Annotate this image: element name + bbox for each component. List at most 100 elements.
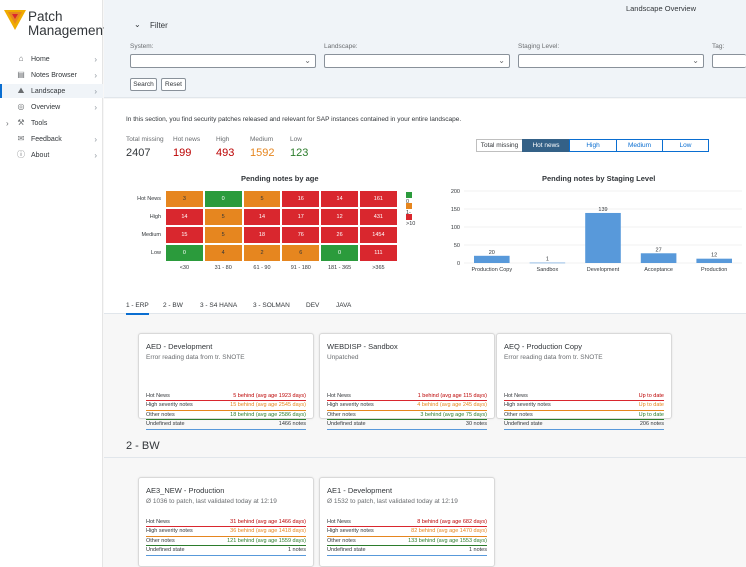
nav-item-landscape[interactable]: ⛰ Landscape › (0, 84, 103, 98)
tab-dev[interactable]: DEV (306, 302, 320, 309)
nav-item-feedback[interactable]: ✉ Feedback › (0, 132, 103, 146)
system-card[interactable]: AE3_NEW - Production Ø 1036 to patch, las… (138, 477, 314, 567)
bar-value-label: 1 (546, 257, 549, 263)
heatmap-column-label: 181 - 365 (327, 265, 352, 271)
bar[interactable] (696, 258, 732, 263)
legend-swatch (406, 192, 412, 198)
landscape-label: Landscape: (324, 43, 358, 50)
heatmap-cell[interactable]: 5 (242, 190, 282, 208)
nav-item-label: Landscape (31, 87, 66, 95)
kpi-total-missing[interactable]: Total missing 2407 (126, 136, 164, 159)
segment-low[interactable]: Low (662, 139, 709, 152)
app-name-line1: Patch (28, 9, 63, 24)
tab-2-bw[interactable]: 2 - BW (163, 302, 183, 309)
segment-high[interactable]: High (569, 139, 617, 152)
tab-3-solman[interactable]: 3 - SOLMAN (253, 302, 290, 309)
system-select[interactable]: ⌄ (130, 54, 316, 68)
heatmap-cell[interactable]: 26 (320, 226, 359, 244)
bar[interactable] (529, 262, 566, 264)
card-status-row: Hot News 5 behind (avg age 1923 days) (146, 392, 306, 402)
bar[interactable] (474, 255, 510, 263)
nav-item-home[interactable]: ⌂ Home › (0, 52, 103, 66)
heatmap-cell[interactable]: 6 (281, 244, 321, 262)
kpi-hot-news[interactable]: Hot news 199 (173, 136, 200, 159)
card-status-row: Other notes Up to date (504, 411, 664, 421)
nav-item-overview[interactable]: ◎ Overview › (0, 100, 103, 114)
bar[interactable] (585, 212, 621, 263)
heatmap-cell[interactable]: 0 (320, 244, 359, 262)
heatmap-cell[interactable]: 5 (203, 226, 243, 244)
segment-medium[interactable]: Medium (616, 139, 663, 152)
system-card[interactable]: WEBDISP - Sandbox Unpatched Hot News 1 behi… (319, 333, 495, 430)
heatmap-cell[interactable]: 111 (359, 244, 398, 262)
tag-select[interactable] (712, 54, 746, 68)
heatmap-column-label: >365 (372, 265, 385, 271)
nav-item-notes-browser[interactable]: ▤ Notes Browser › (0, 68, 103, 82)
nav-item-label: Tools (31, 119, 48, 127)
heatmap-cell[interactable]: 4 (203, 244, 243, 262)
heatmap-cell[interactable]: 15 (165, 226, 204, 244)
heatmap-cell[interactable]: 161 (359, 190, 398, 208)
heatmap-cell[interactable]: 17 (281, 208, 321, 226)
heatmap-cell[interactable]: 1454 (359, 226, 398, 244)
kpi-low[interactable]: Low 123 (290, 136, 308, 159)
status-label: Hot News (327, 519, 351, 525)
sidebar: Patch Management ⌂ Home › ▤ Notes Browser › ⛰ L… (0, 0, 107, 567)
heatmap-cell[interactable]: 16 (281, 190, 321, 208)
card-status-rows: Hot News Up to date High severity notes Up … (504, 392, 664, 430)
system-card[interactable]: AEQ - Production Copy Error reading data … (496, 333, 672, 430)
notes-icon: ▤ (17, 70, 25, 79)
page-title: Landscape Overview (625, 4, 696, 13)
card-title: AED - Development (146, 342, 213, 351)
heatmap-cell[interactable]: 18 (242, 226, 282, 244)
summary-section: In this section, you find security patch… (104, 99, 746, 314)
system-card[interactable]: AE1 - Development Ø 1532 to patch, last v… (319, 477, 495, 567)
heatmap-cell[interactable]: 0 (203, 190, 243, 208)
nav-item-tools[interactable]: › ⚒ Tools (0, 116, 103, 130)
search-button[interactable]: Search (130, 78, 157, 91)
chevron-down-icon: ⌄ (498, 56, 505, 65)
legend-swatch (406, 214, 412, 220)
system-card[interactable]: AED - Development Error reading data from… (138, 333, 314, 430)
heatmap-cell[interactable]: 14 (165, 208, 204, 226)
heatmap-cell[interactable]: 5 (203, 208, 243, 226)
status-label: Hot News (504, 393, 528, 399)
heatmap-cell[interactable]: 0 (165, 244, 204, 262)
card-title: AE3_NEW - Production (146, 486, 225, 495)
reset-button[interactable]: Reset (161, 78, 186, 91)
status-value: 18 behind (avg age 2586 days) (230, 411, 306, 418)
kpi-medium[interactable]: Medium 1592 (250, 136, 274, 159)
heatmap-cell[interactable]: 76 (281, 226, 321, 244)
bar[interactable] (640, 253, 677, 263)
status-value: Up to date (638, 411, 664, 418)
kpi-label: Medium (250, 136, 274, 143)
status-label: Other notes (504, 411, 533, 418)
status-value: 36 behind (avg age 1418 days) (230, 528, 306, 535)
chevron-right-icon: › (94, 102, 97, 112)
heatmap-cell[interactable]: 2 (242, 244, 282, 262)
heatmap-cell[interactable]: 12 (320, 208, 359, 226)
heatmap-cell[interactable]: 14 (320, 190, 359, 208)
heatmap-cell[interactable]: 3 (165, 190, 204, 208)
x-category-label: Sandbox (537, 267, 559, 273)
tag-label: Tag: (712, 43, 725, 50)
feedback-icon: ✉ (17, 134, 25, 143)
heatmap-title: Pending notes by age (241, 174, 319, 183)
tab-1-erp[interactable]: 1 - ERP (126, 302, 149, 315)
staging-level-select[interactable]: ⌄ (518, 54, 704, 68)
filter-panel: ⌄ Filter System: ⌄ Landscape: ⌄ Staging … (104, 16, 746, 98)
status-value: 5 behind (avg age 1923 days) (233, 393, 306, 399)
tab-3-s4-hana[interactable]: 3 - S4 HANA (200, 302, 238, 309)
card-status-row: Undefined state 1 notes (146, 546, 306, 556)
chevron-down-icon[interactable]: ⌄ (134, 20, 141, 29)
heatmap-cell[interactable]: 14 (242, 208, 282, 226)
card-status-row: Other notes 3 behind (avg age 75 days) (327, 411, 487, 421)
segment-total-missing[interactable]: Total missing (476, 139, 523, 152)
heatmap-cell[interactable]: 431 (359, 208, 398, 226)
status-value: 15 behind (avg age 2545 days) (230, 402, 306, 409)
kpi-high[interactable]: High 493 (216, 136, 234, 159)
tab-java[interactable]: JAVA (336, 302, 352, 309)
landscape-select[interactable]: ⌄ (324, 54, 510, 68)
segment-hot-news[interactable]: Hot news (522, 139, 570, 152)
nav-item-about[interactable]: ⓘ About › (0, 148, 103, 162)
